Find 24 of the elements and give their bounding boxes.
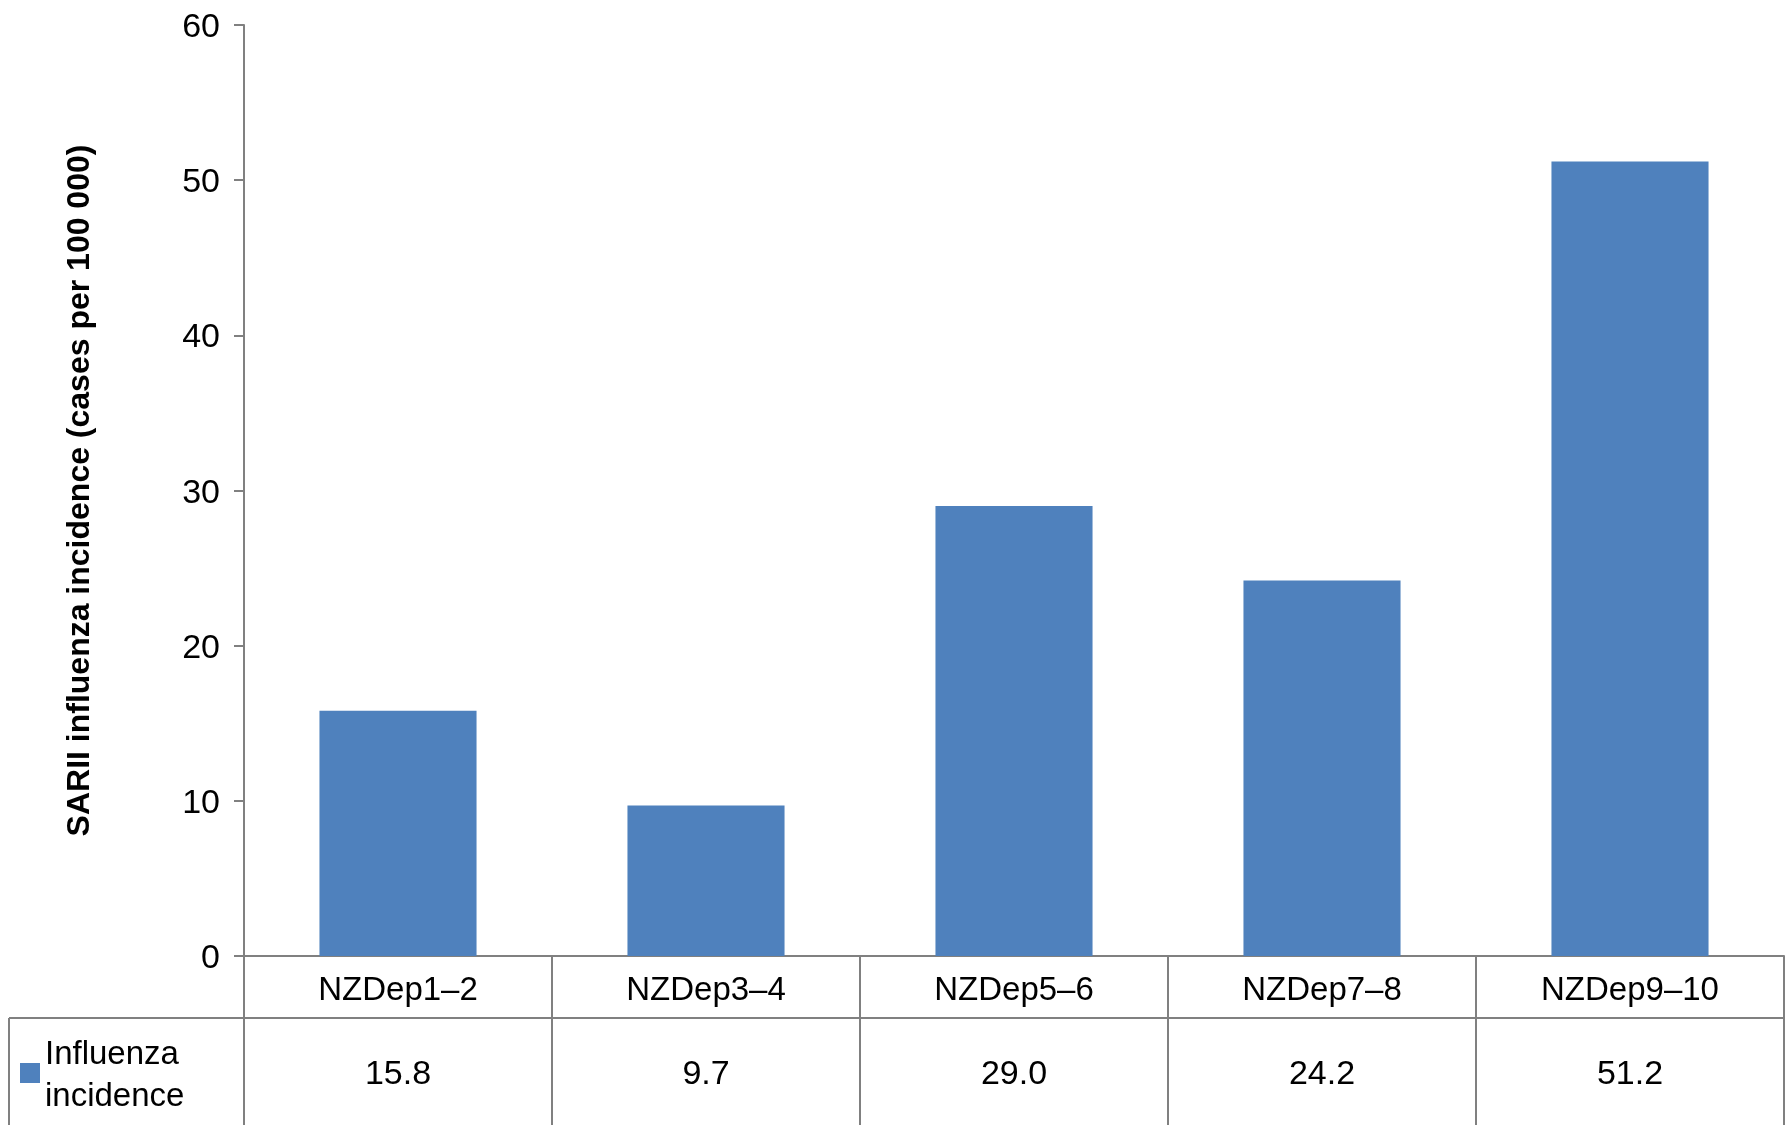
text: 9.7 xyxy=(682,1052,730,1091)
y-tick-label: 20 xyxy=(182,626,220,665)
bar xyxy=(1551,161,1709,956)
bar xyxy=(935,506,1093,956)
y-tick-label: 50 xyxy=(182,161,220,200)
bar xyxy=(319,710,477,956)
y-tick-label: 40 xyxy=(182,316,220,355)
x-tick-label: NZDep9–10 xyxy=(1541,970,1719,1007)
x-tick-label: NZDep3–4 xyxy=(626,970,786,1007)
text: 24.2 xyxy=(1288,1052,1356,1091)
text: 51.2 xyxy=(1596,1052,1664,1091)
y-tick-label: 60 xyxy=(182,6,220,44)
x-tick-label: NZDep7–8 xyxy=(1242,970,1402,1007)
text: 29.0 xyxy=(980,1052,1048,1091)
y-axis-title: SARII influenza incidence (cases per 100 000) xyxy=(60,144,96,837)
text: 15.8 xyxy=(364,1052,432,1091)
legend-label: Influenza incidence xyxy=(45,1033,189,1113)
y-tick-label: 10 xyxy=(182,781,220,820)
x-tick-label: NZDep5–6 xyxy=(934,970,1094,1007)
bar xyxy=(1243,580,1401,956)
x-tick-label: NZDep1–2 xyxy=(318,970,478,1007)
bar xyxy=(627,805,785,956)
y-tick-label: 0 xyxy=(201,937,220,975)
y-tick-label: 30 xyxy=(182,471,220,510)
